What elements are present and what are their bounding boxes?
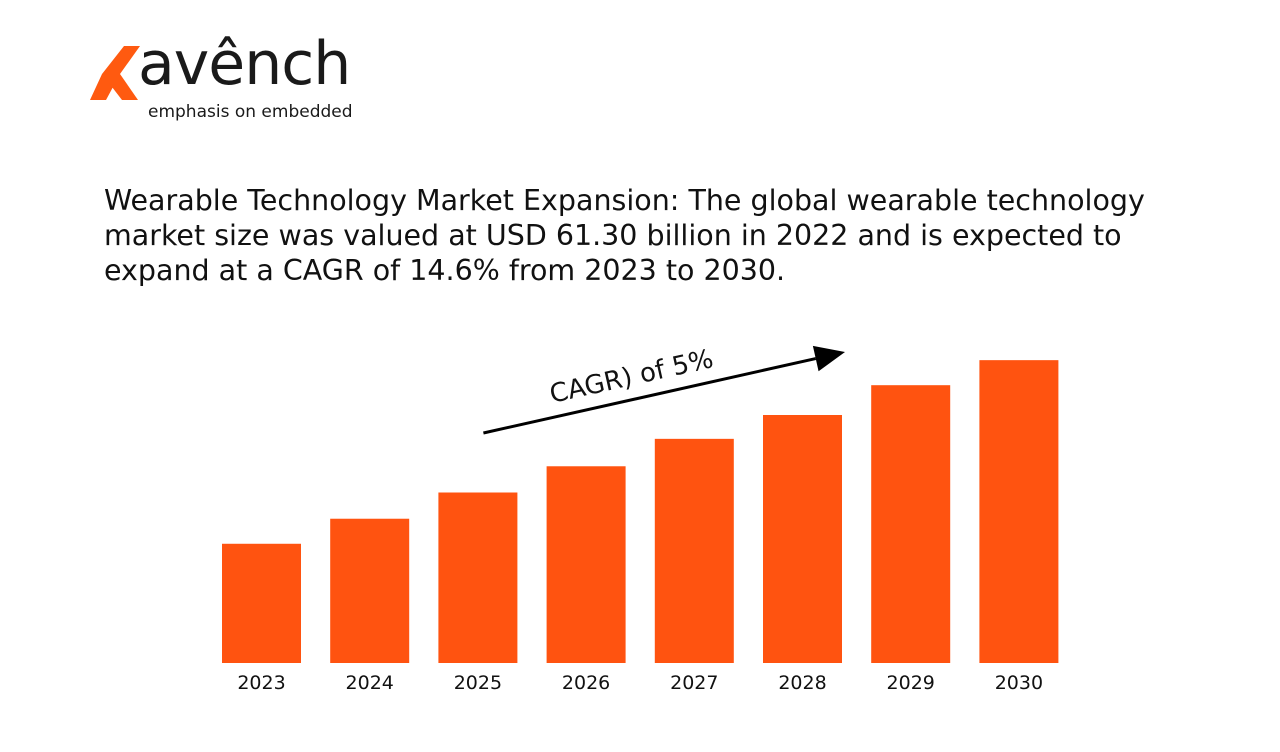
headline-line-1: Wearable Technology Market Expansion: Th… — [104, 184, 1145, 217]
x-tick-label-2025: 2025 — [454, 672, 502, 694]
x-tick-label-2029: 2029 — [887, 672, 935, 694]
headline-line-2: market size was valued at USD 61.30 bill… — [104, 219, 1122, 252]
brand-name: avênch — [138, 29, 351, 99]
bar-2027 — [654, 438, 734, 663]
bar-2023 — [222, 543, 301, 663]
trend-arrow-head-icon — [812, 345, 845, 372]
bar-2029 — [871, 385, 951, 663]
bar-2025 — [438, 492, 518, 663]
bar-2024 — [330, 518, 410, 663]
x-tick-label-2023: 2023 — [237, 672, 285, 694]
headline-line-3: expand at a CAGR of 14.6% from 2023 to 2… — [104, 254, 786, 287]
brand-tagline: emphasis on embedded — [148, 102, 353, 122]
x-tick-label-2024: 2024 — [346, 672, 394, 694]
trend-arrow-line — [483, 357, 817, 435]
brand-k-mark-icon — [90, 46, 140, 100]
headline: Wearable Technology Market Expansion: Th… — [104, 183, 1204, 288]
bar-2030 — [979, 360, 1059, 663]
x-tick-label-2026: 2026 — [562, 672, 610, 694]
x-tick-label-2027: 2027 — [670, 672, 718, 694]
x-tick-label-2028: 2028 — [778, 672, 826, 694]
bar-2026 — [546, 466, 626, 663]
brand-logo: avênch emphasis on embedded — [88, 34, 368, 130]
bar-2028 — [763, 415, 842, 663]
x-tick-label-2030: 2030 — [995, 672, 1043, 694]
